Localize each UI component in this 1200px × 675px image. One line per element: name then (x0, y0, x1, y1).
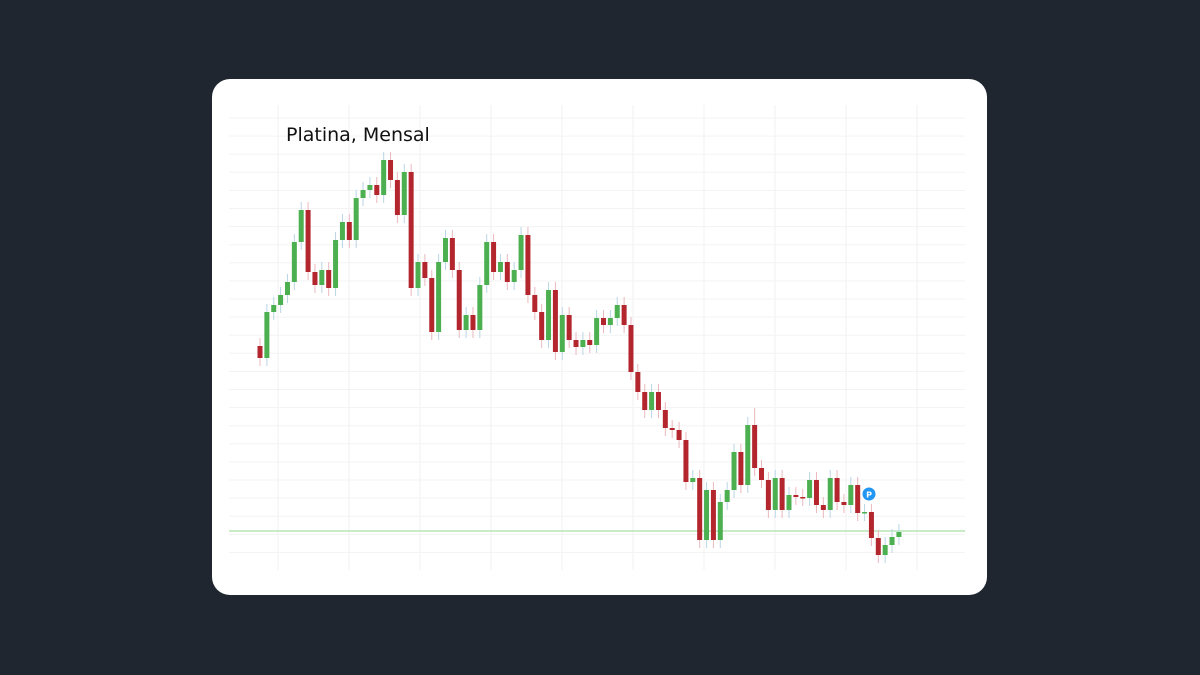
candle-body (525, 235, 531, 295)
candle-body (779, 478, 785, 510)
candle-body (731, 452, 737, 490)
candle-body (298, 210, 304, 242)
candle-body (738, 452, 744, 485)
candle-body (896, 532, 902, 537)
candle-body (580, 340, 586, 347)
candle-body (559, 315, 565, 352)
candle-body (704, 490, 710, 540)
candle-body (683, 440, 689, 482)
candle-body (669, 428, 675, 430)
candle-body (807, 480, 813, 498)
candle-body (573, 340, 579, 347)
candle-body (635, 372, 641, 392)
candle-body (257, 346, 263, 358)
candle-body (484, 242, 490, 285)
candle-body (264, 312, 270, 358)
candle-body (552, 290, 558, 352)
candle-body (408, 172, 414, 288)
candle-body (882, 545, 888, 555)
candle-body (518, 235, 524, 270)
candle-body (710, 490, 716, 540)
candle-body (271, 305, 277, 312)
candle-body (621, 305, 627, 325)
candle-body (662, 410, 668, 428)
candle-body (827, 478, 833, 510)
candle-body (497, 262, 503, 272)
candle-body (504, 262, 510, 282)
candle-body (841, 502, 847, 505)
candle-body (463, 315, 469, 330)
candle-body (772, 478, 778, 510)
candle-body (422, 262, 428, 278)
candle-body (381, 160, 387, 195)
candle-body (862, 512, 868, 514)
chart-title: Platina, Mensal (286, 124, 430, 146)
candle-body (868, 512, 874, 538)
candle-body (374, 185, 380, 195)
candle-body (724, 490, 730, 502)
candle-body (511, 270, 517, 282)
candle-body (449, 238, 455, 270)
candle-body (594, 318, 600, 345)
candle-body (436, 262, 442, 332)
candle-body (889, 537, 895, 545)
candle-body (284, 282, 290, 295)
candle-body (353, 198, 359, 240)
badge-label: P (866, 491, 872, 500)
candle-body (566, 315, 572, 340)
candle-body (319, 270, 325, 285)
candle-body (607, 318, 613, 325)
candle-body (539, 312, 545, 340)
candle-body (333, 240, 339, 288)
candle-body (456, 270, 462, 330)
candle-body (532, 295, 538, 312)
badge (862, 487, 876, 501)
candle-body (848, 485, 854, 505)
candle-body (367, 185, 373, 190)
candle-body (752, 425, 758, 468)
candle-body (628, 325, 634, 372)
candle-body (875, 538, 881, 555)
candle-body (655, 392, 661, 410)
candle-body (477, 285, 483, 330)
candle-body (697, 478, 703, 540)
candle-body (401, 172, 407, 215)
candle-body (360, 190, 366, 198)
candle-body (346, 222, 352, 240)
candle-body (759, 468, 765, 480)
candle-body (690, 478, 696, 482)
candle-body (676, 430, 682, 440)
candle-body (649, 392, 655, 410)
candle-body (470, 315, 476, 330)
candle-body (339, 222, 345, 240)
candle-body (291, 242, 297, 282)
candle-body (834, 478, 840, 502)
candle-body (278, 295, 284, 305)
candle-body (765, 480, 771, 510)
candle-body (546, 290, 552, 340)
candle-body (855, 485, 861, 513)
candle-body (415, 262, 421, 288)
candle-body (820, 505, 826, 510)
candle-body (442, 238, 448, 262)
candle-body (326, 270, 332, 288)
candle-body (717, 502, 723, 540)
candle-body (642, 392, 648, 410)
candle-body (793, 495, 799, 497)
candle-body (388, 160, 394, 180)
candle-body (305, 210, 311, 272)
candle-body (394, 180, 400, 215)
candle-body (800, 497, 806, 499)
candle-body (491, 242, 497, 272)
candle-body (614, 305, 620, 318)
candle-body (601, 318, 606, 325)
candle-body (745, 425, 751, 485)
candle-body (786, 495, 792, 510)
candle-body (587, 340, 593, 345)
candle-body (429, 278, 435, 332)
candle-body (312, 272, 318, 285)
candle-body (813, 480, 819, 505)
